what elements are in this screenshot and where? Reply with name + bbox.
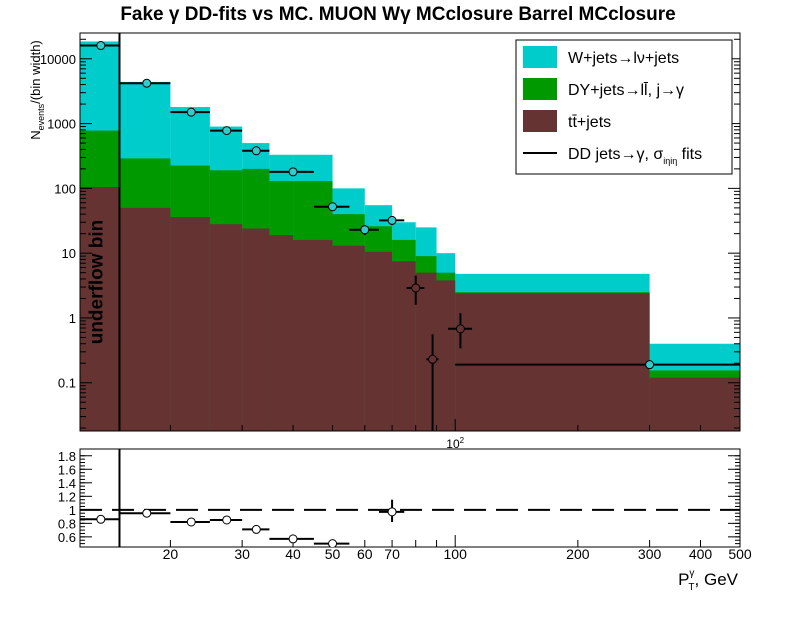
data-point-3 xyxy=(222,126,232,136)
bar-ttbar-11 xyxy=(436,280,456,431)
ratio-x-tick-label-1: 30 xyxy=(234,546,250,562)
data-point-4 xyxy=(251,146,261,156)
y-axis-label: Nevents/(bin width) xyxy=(28,40,46,140)
bar-ttbar-12 xyxy=(455,293,650,431)
underflow-annotation: underflow bin xyxy=(87,220,108,345)
data-point-9 xyxy=(411,283,421,293)
ratio-x-tick-label-6: 100 xyxy=(444,546,468,562)
y-tick-label-0: 0.1 xyxy=(58,376,76,391)
bar-ttbar-5 xyxy=(269,235,294,431)
data-point-6 xyxy=(328,202,338,212)
data-point-8 xyxy=(387,215,397,225)
bar-ttbar-3 xyxy=(209,224,243,431)
data-point-10 xyxy=(428,354,438,364)
bar-ttbar-10 xyxy=(415,272,437,431)
stack-bars xyxy=(80,41,740,431)
ratio-x-tick-label-5: 70 xyxy=(384,546,400,562)
x-tick-label-main-0: 102 xyxy=(446,436,464,451)
data-point-7 xyxy=(360,225,370,235)
ratio-y-tick-label-1: 0.8 xyxy=(58,516,76,531)
x-axis-label: Pγ T, GeV xyxy=(678,568,739,593)
data-point-11 xyxy=(455,324,465,334)
data-point-5 xyxy=(288,167,298,177)
ratio-y-tick-label-0: 0.6 xyxy=(58,530,76,545)
ratio-y-tick-label-5: 1.6 xyxy=(58,462,76,477)
ratio-x-tick-label-8: 300 xyxy=(638,546,662,562)
ratio-x-tick-label-3: 50 xyxy=(325,546,341,562)
bar-ttbar-4 xyxy=(242,228,270,431)
legend-swatch-0 xyxy=(523,46,557,68)
bar-ttbar-13 xyxy=(649,377,740,431)
y-tick-label-2: 10 xyxy=(62,246,76,261)
ratio-point-6 xyxy=(328,539,338,547)
legend-label-0: W+jets→lν+jets xyxy=(568,50,679,67)
ratio-y-tick-label-2: 1 xyxy=(69,503,76,518)
bar-ttbar-9 xyxy=(392,261,416,431)
ratio-point-2 xyxy=(186,517,196,527)
y-tick-label-5: 10000 xyxy=(40,52,76,67)
ratio-x-tick-label-9: 400 xyxy=(689,546,713,562)
overlay-points xyxy=(80,41,740,431)
ratio-y-tick-label-6: 1.8 xyxy=(58,449,76,464)
y-tick-label-3: 100 xyxy=(54,181,76,196)
ratio-x-tick-label-2: 40 xyxy=(285,546,301,562)
bar-ttbar-2 xyxy=(170,217,210,431)
ratio-frame xyxy=(79,448,741,548)
bar-ttbar-0 xyxy=(80,186,120,431)
bar-ttbar-6 xyxy=(293,239,333,431)
ratio-x-tick-label-4: 60 xyxy=(357,546,373,562)
ratio-x-tick-label-10: 500 xyxy=(728,546,752,562)
chart-title: Fake γ DD-fits vs MC. MUON Wγ MCclosure … xyxy=(120,4,676,25)
data-point-2 xyxy=(186,107,196,117)
data-point-12 xyxy=(645,360,655,370)
legend-label-overlay: DD jets→γ, σiηiη fits xyxy=(568,146,702,166)
ratio-x-tick-label-0: 20 xyxy=(163,546,179,562)
ratio-point-5 xyxy=(288,534,298,544)
ratio-point-0 xyxy=(96,514,106,524)
ratio-point-4 xyxy=(251,524,261,534)
bar-ttbar-1 xyxy=(119,207,171,431)
ratio-x-tick-label-7: 200 xyxy=(566,546,590,562)
ratio-points xyxy=(80,499,405,547)
ratio-point-3 xyxy=(222,515,232,525)
ratio-point-1 xyxy=(142,508,152,518)
data-point-0 xyxy=(96,41,106,51)
ratio-y-tick-label-3: 1.2 xyxy=(58,489,76,504)
main-frame xyxy=(79,32,741,432)
y-tick-label-1: 1 xyxy=(69,311,76,326)
ratio-y-tick-label-4: 1.4 xyxy=(58,476,76,491)
bar-ttbar-8 xyxy=(364,251,393,431)
y-tick-label-4: 1000 xyxy=(47,117,76,132)
legend-label-2: tt̄+jets xyxy=(568,114,611,131)
legend-swatch-1 xyxy=(523,78,557,100)
bar-ttbar-7 xyxy=(332,245,365,431)
legend-swatch-2 xyxy=(523,110,557,132)
legend-label-1: DY+jets→ll̄, j→γ xyxy=(568,81,684,99)
ratio-point-7 xyxy=(387,507,397,517)
data-point-1 xyxy=(142,78,152,88)
